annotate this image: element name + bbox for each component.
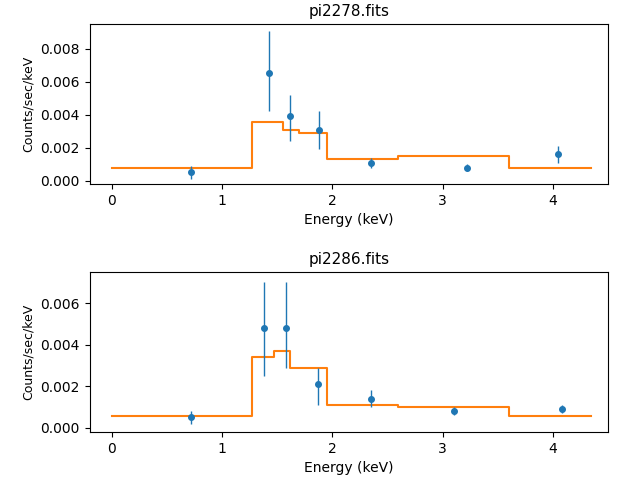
Title: pi2278.fits: pi2278.fits [308, 4, 389, 19]
Y-axis label: Counts/sec/keV: Counts/sec/keV [22, 56, 35, 152]
X-axis label: Energy (keV): Energy (keV) [304, 213, 394, 227]
X-axis label: Energy (keV): Energy (keV) [304, 461, 394, 475]
Y-axis label: Counts/sec/keV: Counts/sec/keV [22, 304, 35, 400]
Title: pi2286.fits: pi2286.fits [308, 252, 389, 267]
